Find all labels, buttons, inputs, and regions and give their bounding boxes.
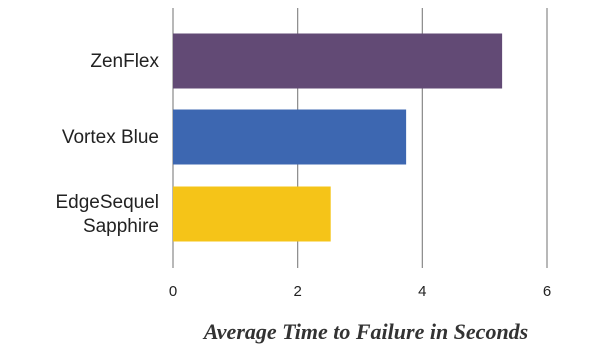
- bar-edgesequel-sapphire: [173, 186, 331, 242]
- category-label: EdgeSequel: [55, 192, 159, 213]
- bar-vortex-blue: [173, 109, 407, 165]
- x-axis-title: Average Time to Failure in Seconds: [202, 319, 529, 344]
- x-tick-label-2: 2: [293, 283, 301, 300]
- x-tick-label-0: 0: [169, 283, 177, 300]
- category-labels: ZenFlex Vortex Blue EdgeSequel Sapphire: [55, 51, 159, 237]
- x-tick-label-4: 4: [418, 283, 426, 300]
- x-tick-labels: 0 2 4 6: [169, 283, 551, 300]
- category-label: Sapphire: [83, 216, 159, 237]
- x-tick-label-6: 6: [543, 283, 551, 300]
- category-label: Vortex Blue: [62, 127, 159, 148]
- category-label: ZenFlex: [90, 51, 159, 72]
- bars: [173, 33, 503, 242]
- bar-zenflex: [173, 33, 503, 89]
